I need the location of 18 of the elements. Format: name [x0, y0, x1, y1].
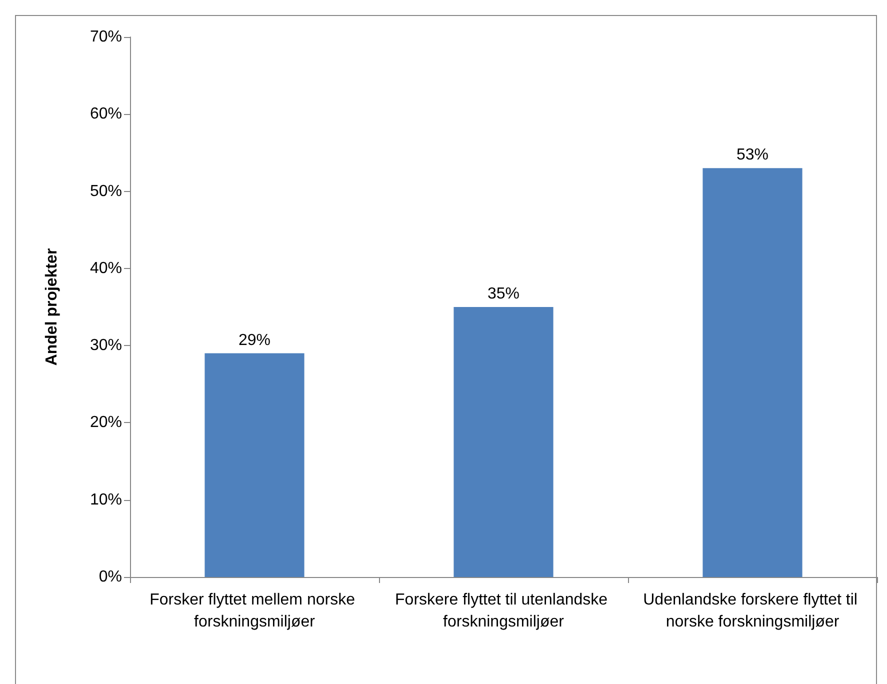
bar	[204, 353, 304, 577]
data-label: 29%	[238, 332, 271, 349]
bar	[454, 307, 554, 577]
y-tick-label: 70%	[90, 28, 122, 46]
bar	[702, 168, 802, 577]
y-axis-title: Andel projekter	[44, 248, 60, 366]
y-tick-label: 10%	[90, 491, 122, 508]
data-label: 53%	[736, 146, 769, 164]
y-tick-label: 60%	[90, 106, 122, 123]
y-tick-label: 20%	[90, 414, 122, 432]
x-tick-label: Forskere flyttet til utenlandske forskningsmiljøer	[395, 592, 612, 630]
x-tick-label: Udenlandske forskere flyttet til norske forskningsmiljøer	[643, 592, 862, 630]
y-tick-label: 50%	[90, 182, 122, 200]
data-label: 35%	[487, 286, 520, 302]
x-tick-label: Forsker flyttet mellem norske forskningsmiljøer	[150, 592, 360, 630]
y-tick-label: 0%	[98, 568, 122, 586]
y-tick-label: 40%	[90, 260, 122, 277]
y-tick-label: 30%	[90, 337, 122, 354]
